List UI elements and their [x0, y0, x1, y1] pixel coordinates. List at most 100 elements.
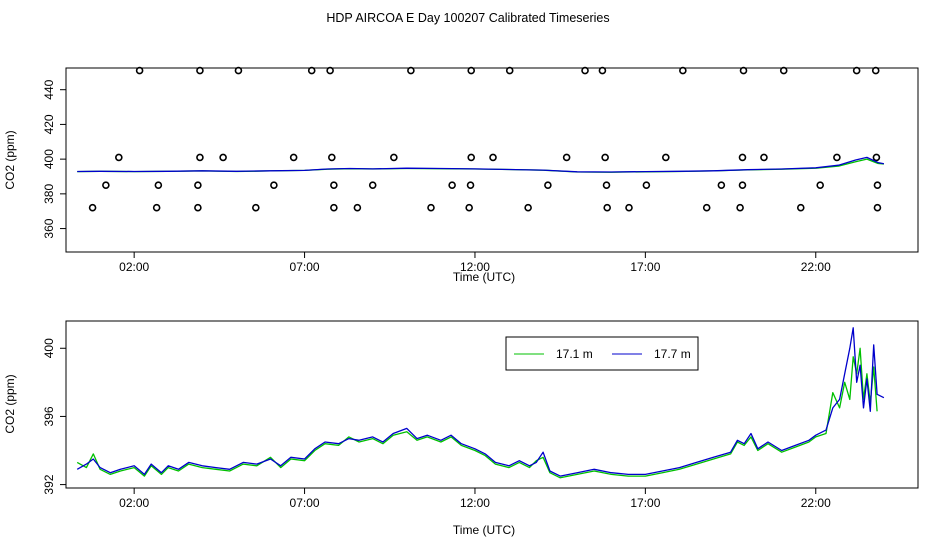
calibration-point [326, 66, 334, 75]
series-line-1 [77, 156, 885, 173]
y-tick-label: 392 [42, 474, 56, 494]
calibration-point [738, 153, 747, 162]
legend: 17.1 m 17.7 m [505, 336, 699, 371]
x-tick-label: 12:00 [460, 260, 490, 274]
calibration-point [196, 66, 204, 75]
series-line-17-1-m [76, 347, 878, 479]
calibration-point [736, 203, 744, 212]
calibration-point [467, 153, 476, 162]
calibration-point [353, 203, 362, 212]
y-tick-label: 400 [42, 338, 56, 358]
bottom-panel: 02:00 07:00 12:00 17:00 22:00 392 396 400 Time… [3, 320, 919, 537]
calibration-point [544, 181, 552, 189]
bottom-y-axis-label: CO2 (ppm) [3, 374, 17, 433]
calibration-point [196, 153, 204, 162]
calibration-point [102, 181, 110, 189]
calibration-point [427, 203, 435, 212]
top-x-axis: 02:00 07:00 12:00 17:00 22:00 [119, 252, 831, 274]
calibration-point [307, 66, 316, 75]
calibration-point [598, 66, 607, 75]
calibration-point [625, 203, 633, 212]
y-tick-label: 420 [42, 114, 56, 134]
calibration-point [489, 153, 497, 162]
top-calibration-points [88, 66, 882, 212]
calibration-point [330, 203, 338, 212]
calibration-point [871, 66, 880, 75]
bottom-series-lines [76, 327, 885, 479]
calibration-point [642, 181, 651, 189]
series-line-17-7-m [76, 327, 885, 477]
calibration-point [466, 181, 475, 189]
calibration-point [194, 203, 202, 212]
calibration-point [852, 66, 861, 75]
calibration-point [505, 66, 514, 75]
calibration-point [662, 153, 670, 162]
top-x-axis-label: Time (UTC) [453, 270, 515, 284]
figure-title: HDP AIRCOA E Day 100207 Calibrated Times… [326, 11, 609, 25]
calibration-point [328, 153, 336, 162]
y-tick-label: 440 [42, 79, 56, 99]
calibration-point [872, 153, 881, 162]
calibration-point [581, 66, 589, 75]
calibration-point [154, 181, 163, 189]
bottom-plot-frame [65, 320, 919, 489]
x-tick-label: 02:00 [119, 496, 149, 510]
top-series-lines [77, 156, 885, 173]
y-tick-label: 360 [42, 218, 56, 238]
calibration-point [816, 181, 824, 189]
calibration-point [135, 66, 144, 75]
calibration-point [115, 153, 123, 162]
calibration-point [219, 153, 227, 162]
top-panel: 02:00 07:00 12:00 17:00 22:00 360 380 400 420 44… [3, 66, 919, 284]
bottom-x-axis-label: Time (UTC) [453, 523, 515, 537]
y-tick-label: 396 [42, 406, 56, 426]
calibration-point [760, 153, 768, 162]
calibration-point [524, 203, 532, 212]
calibration-point [717, 181, 726, 189]
top-plot-frame [65, 67, 919, 253]
calibration-point [467, 66, 476, 75]
calibration-point [194, 181, 202, 189]
calibration-point [702, 203, 711, 212]
calibration-point [289, 153, 298, 162]
calibration-point [390, 153, 398, 162]
calibration-point [465, 203, 473, 212]
calibration-point [601, 153, 609, 162]
calibration-point [873, 181, 882, 189]
calibration-point [448, 181, 456, 189]
calibration-point [562, 153, 571, 162]
calibration-point [779, 66, 788, 75]
y-tick-label: 380 [42, 184, 56, 204]
legend-label-17-7m: 17.7 m [654, 347, 691, 361]
x-tick-label: 12:00 [460, 496, 490, 510]
calibration-point [602, 181, 611, 189]
bottom-y-axis: 392 396 400 [42, 338, 66, 495]
calibration-point [796, 203, 805, 212]
calibration-point [407, 66, 415, 75]
calibration-point [270, 181, 278, 189]
calibration-point [88, 203, 97, 212]
top-y-axis: 360 380 400 420 440 [42, 79, 66, 239]
calibration-point [330, 181, 338, 189]
x-tick-label: 17:00 [630, 496, 660, 510]
x-tick-label: 22:00 [801, 260, 831, 274]
calibration-point [873, 203, 882, 212]
bottom-x-axis: 02:00 07:00 12:00 17:00 22:00 [119, 488, 831, 510]
y-tick-label: 400 [42, 149, 56, 169]
calibration-point [152, 203, 161, 212]
x-tick-label: 17:00 [630, 260, 660, 274]
x-tick-label: 07:00 [290, 260, 320, 274]
calibration-point [603, 203, 611, 212]
calibration-point [368, 181, 377, 189]
calibration-point [738, 181, 747, 189]
legend-label-17-1m: 17.1 m [556, 347, 593, 361]
x-tick-label: 22:00 [801, 496, 831, 510]
calibration-point [234, 66, 243, 75]
top-y-axis-label: CO2 (ppm) [3, 130, 17, 189]
x-tick-label: 02:00 [119, 260, 149, 274]
calibration-point [679, 66, 687, 75]
calibration-point [833, 153, 841, 162]
calibration-point [252, 203, 260, 212]
calibration-point [739, 66, 748, 75]
